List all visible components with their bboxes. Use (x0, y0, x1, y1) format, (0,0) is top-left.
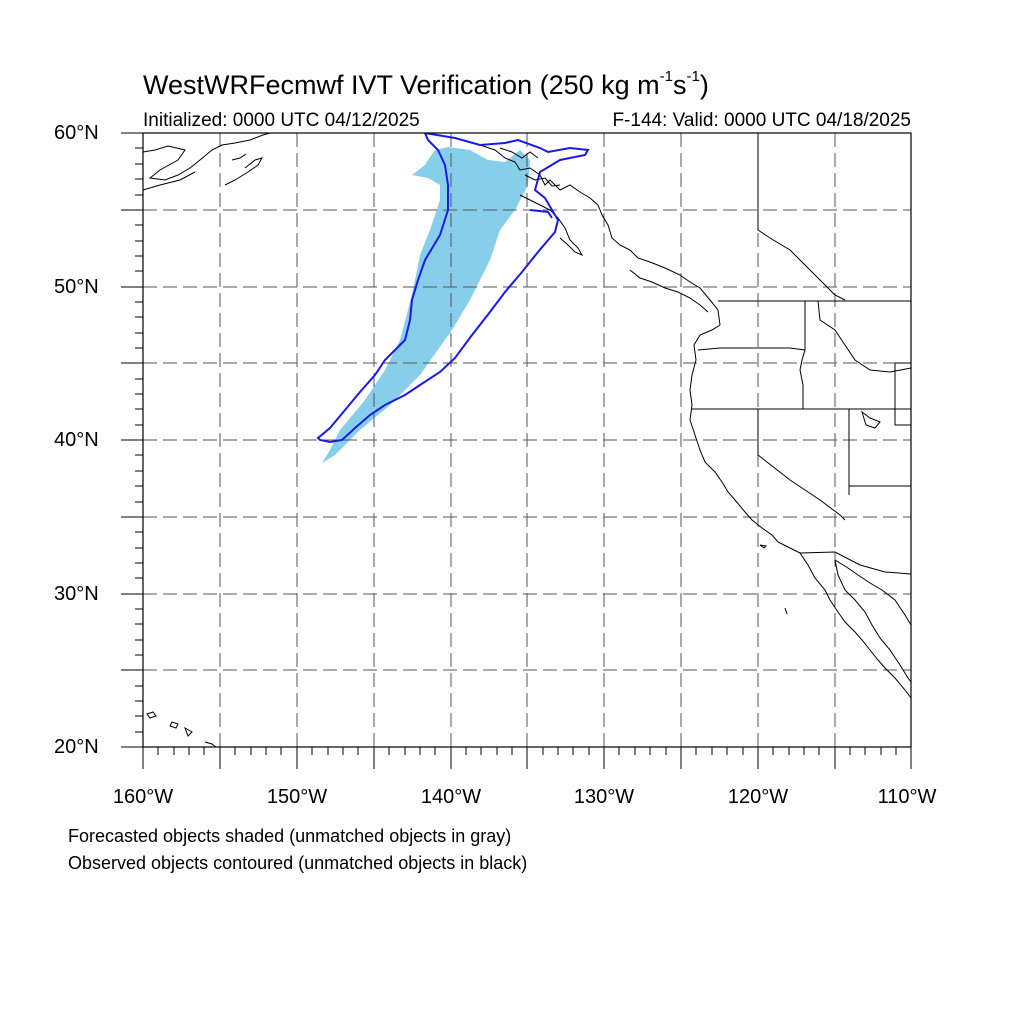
forecast-ivt-object (322, 147, 530, 463)
lon-label-120w: 120°W (727, 786, 789, 808)
map-title: WestWRFecmwf IVT Verification (250 kg m-… (143, 68, 709, 100)
observed-legend-note: Observed objects contoured (unmatched ob… (68, 853, 528, 873)
map-grid (143, 133, 911, 747)
political-borders (692, 133, 911, 575)
lon-label-150w: 150°W (266, 786, 328, 808)
lon-label-130w: 130°W (573, 786, 635, 808)
coastlines (143, 133, 911, 747)
lat-label-50n: 50°N (54, 276, 99, 298)
lon-label-110w: 110°W (877, 786, 937, 808)
lat-label-20n: 20°N (54, 736, 99, 758)
lat-label-60n: 60°N (54, 122, 99, 144)
lat-label-40n: 40°N (54, 429, 99, 451)
valid-time-label: F-144: Valid: 0000 UTC 04/18/2025 (612, 110, 911, 131)
lon-label-160w: 160°W (112, 786, 174, 808)
init-time-label: Initialized: 0000 UTC 04/12/2025 (143, 110, 420, 131)
forecast-legend-note: Forecasted objects shaded (unmatched obj… (68, 826, 512, 846)
lon-label-140w: 140°W (420, 786, 482, 808)
observed-ivt-contour (316, 133, 590, 444)
lat-label-30n: 30°N (54, 583, 99, 605)
axis-ticks (121, 132, 912, 769)
